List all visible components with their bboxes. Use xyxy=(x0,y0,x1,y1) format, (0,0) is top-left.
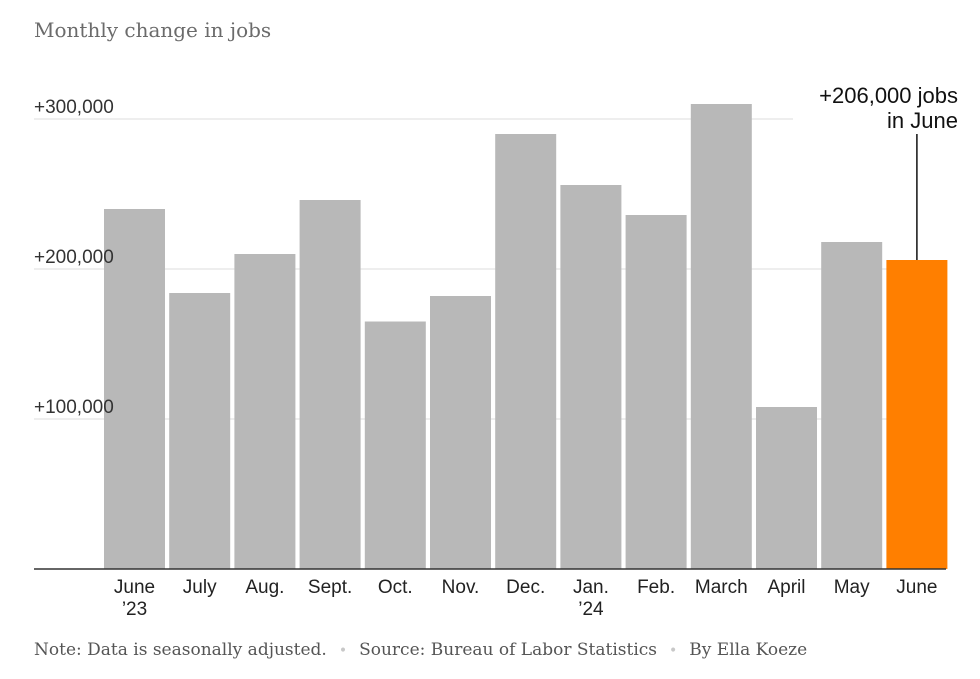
bar xyxy=(625,215,687,569)
footer-source: Source: Bureau of Labor Statistics xyxy=(359,640,658,660)
bar xyxy=(560,185,622,569)
bar xyxy=(234,254,296,569)
bar xyxy=(430,296,491,569)
bar xyxy=(690,104,752,569)
x-tick-label: April xyxy=(767,577,805,598)
bar xyxy=(821,242,883,569)
y-tick-label: +100,000 xyxy=(34,397,114,418)
bar xyxy=(169,293,231,569)
x-tick-label: June xyxy=(114,577,155,598)
x-tick-label: Nov. xyxy=(442,577,480,598)
footer-byline: By Ella Koeze xyxy=(689,640,808,660)
x-tick-label: Aug. xyxy=(245,577,284,598)
annotation-label: in June xyxy=(887,108,958,133)
y-axis-labels: +100,000 +200,000 +300,000 xyxy=(34,97,114,418)
bar xyxy=(495,134,557,569)
footer-note: Note: Data is seasonally adjusted. xyxy=(34,640,327,660)
annotation-label: +206,000 jobs xyxy=(819,83,958,108)
y-tick-label: +300,000 xyxy=(34,97,114,118)
bars xyxy=(104,104,948,569)
x-tick-label: May xyxy=(834,577,870,598)
x-tick-label: ’24 xyxy=(578,599,604,620)
x-tick-label: Sept. xyxy=(308,577,352,598)
y-tick-label: +200,000 xyxy=(34,247,114,268)
bar xyxy=(299,200,361,569)
x-tick-label: Oct. xyxy=(378,577,413,598)
x-tick-label: July xyxy=(183,577,217,598)
bar xyxy=(756,407,817,569)
chart-title: Monthly change in jobs xyxy=(34,18,272,42)
chart-footer: Note: Data is seasonally adjusted. • Sourc… xyxy=(34,640,807,660)
bar-highlight xyxy=(886,260,948,569)
bar xyxy=(104,209,165,569)
separator-dot: • xyxy=(669,643,678,659)
x-tick-label: June xyxy=(896,577,937,598)
separator-dot: • xyxy=(338,643,348,659)
x-tick-label: Jan. xyxy=(573,577,609,598)
x-tick-label: Dec. xyxy=(506,577,545,598)
x-tick-label: ’23 xyxy=(122,599,147,620)
bar xyxy=(364,321,426,569)
x-tick-label: March xyxy=(695,577,748,598)
x-tick-label: Feb. xyxy=(637,577,675,598)
